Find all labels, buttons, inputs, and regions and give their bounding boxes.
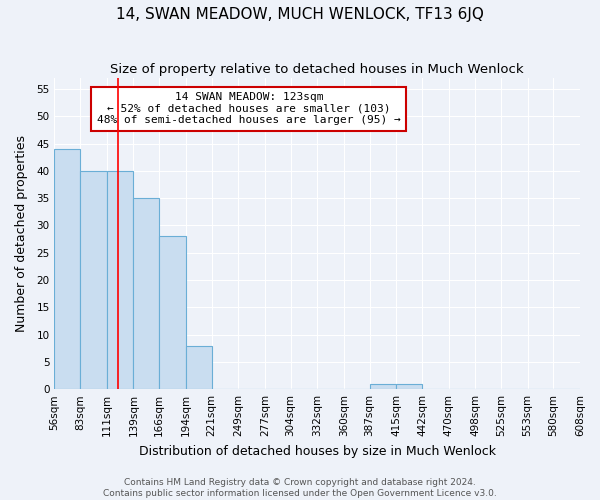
Bar <box>159 236 186 389</box>
Title: Size of property relative to detached houses in Much Wenlock: Size of property relative to detached ho… <box>110 62 524 76</box>
Bar <box>107 171 133 389</box>
Bar <box>370 384 396 389</box>
Bar <box>396 384 422 389</box>
Bar <box>55 149 80 389</box>
Y-axis label: Number of detached properties: Number of detached properties <box>15 135 28 332</box>
Bar <box>133 198 159 389</box>
Bar <box>80 171 107 389</box>
Text: Contains HM Land Registry data © Crown copyright and database right 2024.
Contai: Contains HM Land Registry data © Crown c… <box>103 478 497 498</box>
Text: 14, SWAN MEADOW, MUCH WENLOCK, TF13 6JQ: 14, SWAN MEADOW, MUCH WENLOCK, TF13 6JQ <box>116 8 484 22</box>
Bar <box>186 346 212 389</box>
X-axis label: Distribution of detached houses by size in Much Wenlock: Distribution of detached houses by size … <box>139 444 496 458</box>
Text: 14 SWAN MEADOW: 123sqm
← 52% of detached houses are smaller (103)
48% of semi-de: 14 SWAN MEADOW: 123sqm ← 52% of detached… <box>97 92 401 126</box>
